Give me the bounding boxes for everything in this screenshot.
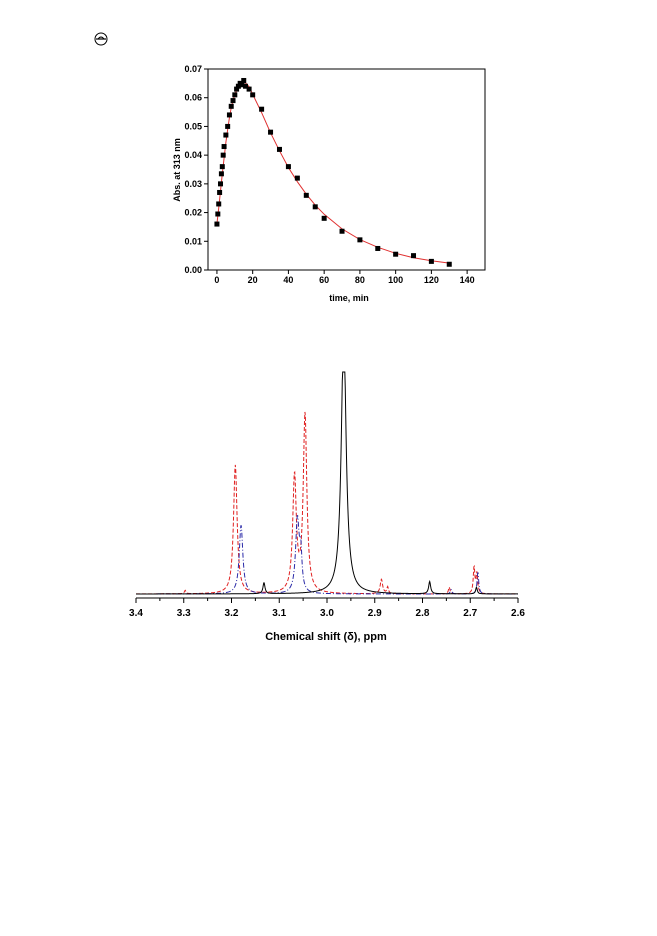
crossed-circle-icon (94, 32, 108, 46)
data-point (357, 237, 363, 243)
data-point (446, 261, 452, 267)
x-tick-label: 140 (460, 275, 475, 285)
x-tick-label: 0 (214, 275, 219, 285)
data-point (239, 82, 245, 88)
data-point (214, 221, 220, 227)
data-point (243, 83, 249, 89)
x-tick-label: 2.6 (511, 608, 525, 619)
x-tick-label: 2.9 (368, 608, 382, 619)
data-point (216, 201, 222, 207)
data-point (259, 106, 265, 112)
data-point (393, 251, 399, 257)
spectrum-trace (136, 411, 518, 595)
x-tick-label: 100 (388, 275, 403, 285)
data-point (312, 204, 318, 210)
data-point (428, 258, 434, 264)
y-tick-label: 0.04 (184, 150, 202, 160)
y-tick-label: 0.07 (184, 64, 202, 74)
nmr-spectrum-chart: 3.4 3.3 3.2 3.1 3.0 2.9 2.8 2.7 2.6 Chemical shi… (129, 371, 525, 643)
data-point (220, 152, 226, 158)
data-point (234, 86, 240, 92)
x-tick-label: 2.7 (463, 608, 477, 619)
data-point (246, 86, 252, 92)
y-tick-label: 0.02 (184, 208, 202, 218)
x-tick-label: 3.1 (272, 608, 286, 619)
data-point (219, 164, 225, 170)
y-axis-title: Abs. at 313 nm (172, 138, 182, 202)
y-tick-label: 0.01 (184, 236, 202, 246)
data-point (230, 98, 236, 104)
x-axis-title: Chemical shift (δ), ppm (265, 631, 387, 643)
data-point (294, 175, 300, 181)
spectrum-trace (136, 371, 518, 595)
x-tick-label: 3.2 (225, 608, 239, 619)
x-tick-label: 3.4 (129, 608, 143, 619)
x-tick-label: 2.8 (416, 608, 430, 619)
data-point (226, 112, 232, 118)
data-point (217, 189, 223, 195)
data-point (215, 211, 221, 217)
data-point (228, 103, 234, 109)
data-point (276, 146, 282, 152)
y-tick-label: 0.03 (184, 179, 202, 189)
data-point (241, 77, 247, 83)
x-tick-label: 120 (424, 275, 439, 285)
data-point (411, 253, 417, 259)
data-point (218, 171, 224, 177)
data-point (303, 192, 309, 198)
x-tick-label: 80 (355, 275, 365, 285)
y-tick-label: 0.00 (184, 265, 202, 275)
x-tick-label: 40 (283, 275, 293, 285)
data-point (223, 132, 229, 138)
spectrum-trace (136, 514, 518, 595)
data-point (221, 144, 227, 150)
x-tick-label: 3.0 (320, 608, 334, 619)
data-point (375, 245, 381, 251)
x-axis-title: time, min (329, 293, 369, 303)
x-tick-label: 3.3 (177, 608, 191, 619)
plot-frame (207, 68, 486, 271)
data-point (218, 181, 224, 187)
data-point (225, 123, 231, 129)
data-point (321, 215, 327, 221)
y-tick-label: 0.05 (184, 121, 202, 131)
x-tick-label: 60 (319, 275, 329, 285)
x-tick-label: 20 (248, 275, 258, 285)
data-point (235, 83, 241, 89)
data-point (232, 92, 238, 98)
data-point (285, 164, 291, 170)
y-tick-label: 0.06 (184, 93, 202, 103)
data-point (250, 92, 256, 98)
absorbance-chart: 0 20 40 60 80 100 120 140 0.00 0.01 0.02 0.03 0.04 0.… (172, 64, 486, 303)
data-point (339, 228, 345, 234)
data-point (268, 129, 274, 135)
